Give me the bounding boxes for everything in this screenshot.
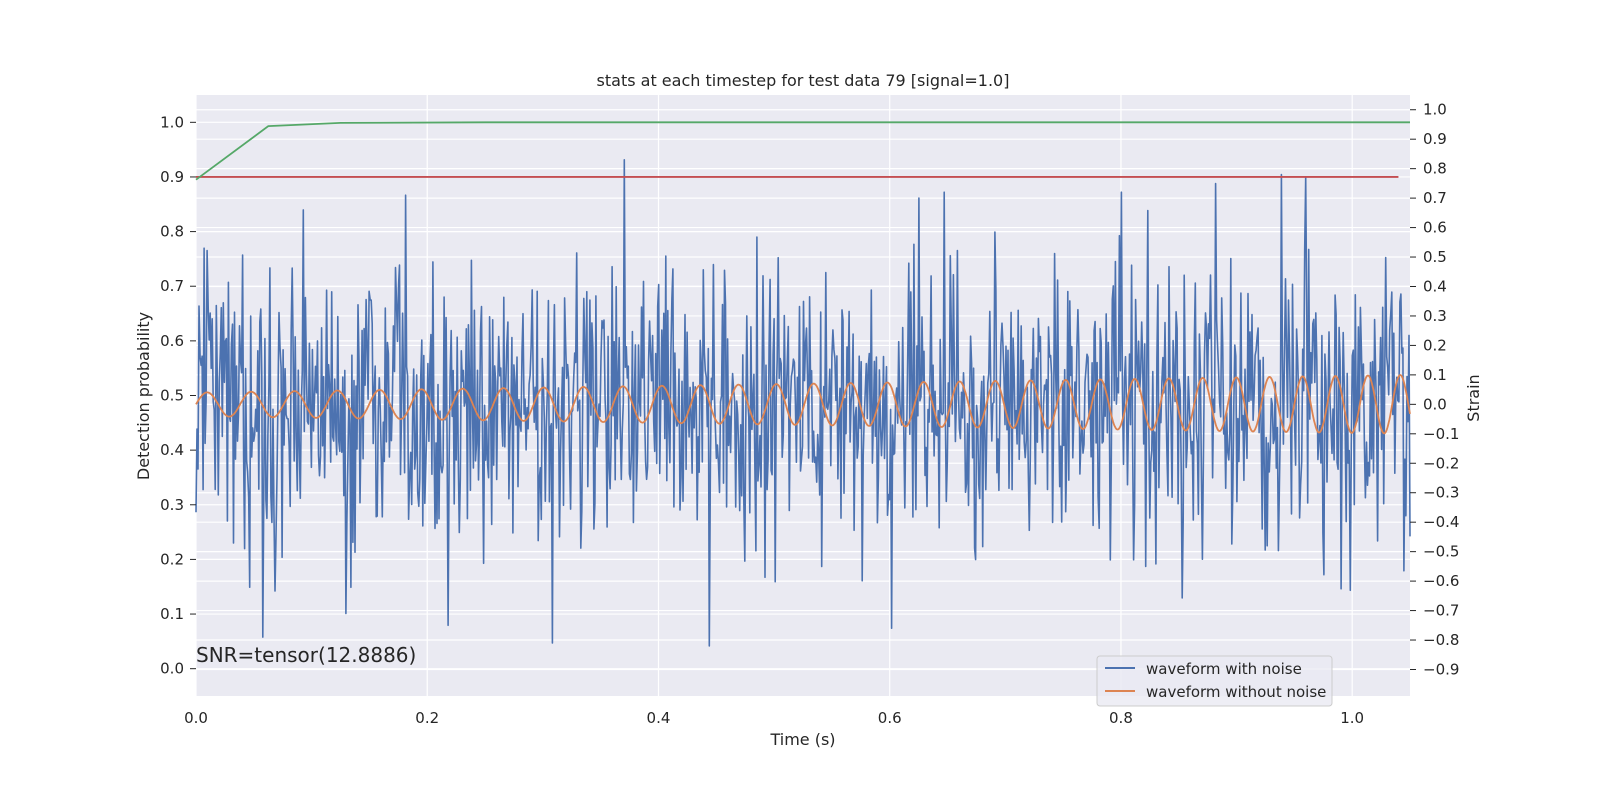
y2-tick-label: 0.0 xyxy=(1423,395,1447,413)
y-tick-label: 0.7 xyxy=(160,277,184,295)
x-axis-label: Time (s) xyxy=(769,730,835,749)
chart-title: stats at each timestep for test data 79 … xyxy=(597,71,1010,90)
y2-tick-label: 0.1 xyxy=(1423,366,1447,384)
y2-tick-label: −0.3 xyxy=(1423,484,1459,502)
x-tick-label: 0.2 xyxy=(415,709,439,727)
y2-tick-label: −0.2 xyxy=(1423,454,1459,472)
legend-box xyxy=(1096,655,1333,707)
y-tick-label: 0.8 xyxy=(160,223,184,241)
snr-annotation: SNR=tensor(12.8886) xyxy=(196,643,416,667)
y2-tick-label: 0.8 xyxy=(1423,160,1447,178)
y2-tick-label: 0.5 xyxy=(1423,248,1447,266)
series-line-waveform-without-noise xyxy=(195,374,1411,435)
y-tick-label: 0.4 xyxy=(160,441,184,459)
y2-tick-label: 0.3 xyxy=(1423,307,1447,325)
x-tick-label: 1.0 xyxy=(1340,709,1364,727)
x-tick-label: 0.6 xyxy=(878,709,902,727)
y-axis-label: Detection probability xyxy=(134,312,153,480)
y2-tick-label: 0.6 xyxy=(1423,219,1447,237)
x-axis: 0.0 0.2 0.4 0.6 0.8 1.0 xyxy=(184,709,1364,727)
y-tick-label: 1.0 xyxy=(160,113,184,131)
y2-tick-label: −0.7 xyxy=(1423,602,1459,620)
detection-probability-line xyxy=(195,121,1410,181)
x-tick-label: 0.8 xyxy=(1109,709,1133,727)
series-line-waveform-with-noise xyxy=(195,159,1411,647)
legend: waveform with noise waveform without noi… xyxy=(1096,655,1333,707)
y2-tick-label: −0.1 xyxy=(1423,425,1459,443)
y2-tick-label: 0.9 xyxy=(1423,130,1447,148)
y-axis-left: 0.0 0.1 0.2 0.3 0.4 0.5 0.6 0.7 0.8 0.9 1.0 xyxy=(160,113,196,678)
y2-tick-label: 0.7 xyxy=(1423,189,1447,207)
y2-tick-label: −0.9 xyxy=(1423,660,1459,678)
series-layer xyxy=(195,121,1411,647)
y-tick-label: 0.9 xyxy=(160,168,184,186)
y-tick-label: 0.1 xyxy=(160,605,184,623)
y2-axis-label: Strain xyxy=(1464,374,1483,421)
y2-tick-label: −0.4 xyxy=(1423,513,1459,531)
y-tick-label: 0.0 xyxy=(160,660,184,678)
y2-tick-label: 1.0 xyxy=(1423,101,1447,119)
y2-tick-label: −0.5 xyxy=(1423,543,1459,561)
y-axis-right: −0.9 −0.8 −0.7 −0.6 −0.5 −0.4 −0.3 −0.2 −0.1 0.0 0… xyxy=(1410,101,1459,678)
y-tick-label: 0.2 xyxy=(160,550,184,568)
y-tick-label: 0.3 xyxy=(160,496,184,514)
y2-tick-label: −0.8 xyxy=(1423,631,1459,649)
y-tick-label: 0.6 xyxy=(160,332,184,350)
y-tick-label: 0.5 xyxy=(160,387,184,405)
y2-tick-label: 0.4 xyxy=(1423,277,1447,295)
y2-tick-label: −0.6 xyxy=(1423,572,1459,590)
plot-content xyxy=(195,121,1411,647)
y2-tick-label: 0.2 xyxy=(1423,336,1447,354)
x-tick-label: 0.4 xyxy=(647,709,671,727)
legend-label-clean: waveform without noise xyxy=(1146,683,1326,701)
x-tick-label: 0.0 xyxy=(184,709,208,727)
legend-label-noisy: waveform with noise xyxy=(1146,660,1302,678)
